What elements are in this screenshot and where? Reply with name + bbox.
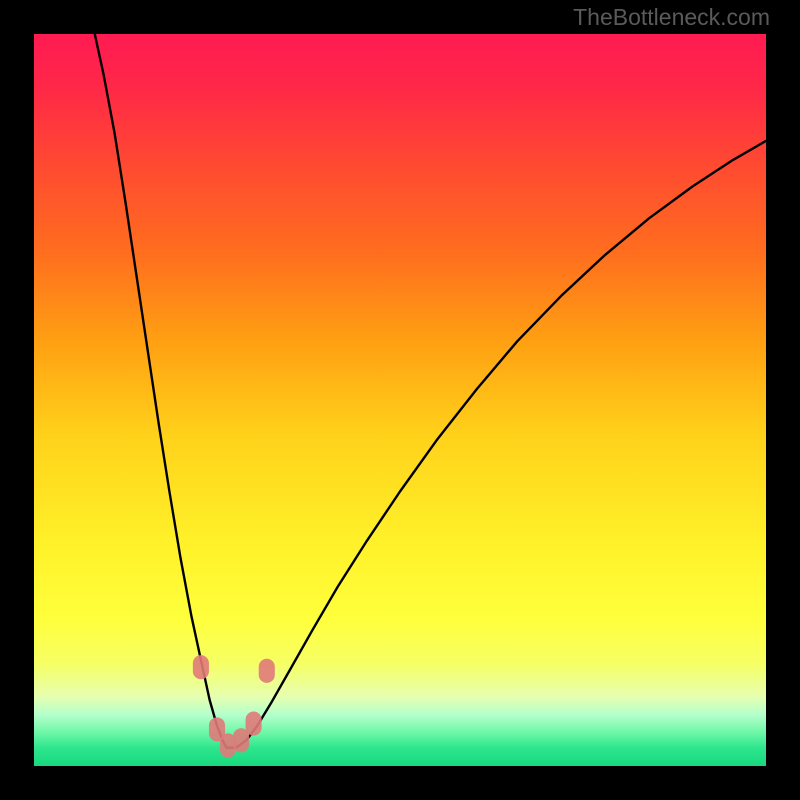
chart-container: TheBottleneck.com xyxy=(0,0,800,800)
curve-marker xyxy=(246,711,262,735)
curve-marker xyxy=(193,655,209,679)
curve-marker xyxy=(259,659,275,683)
gradient-background xyxy=(34,34,766,766)
curve-marker xyxy=(233,728,249,752)
watermark-text: TheBottleneck.com xyxy=(573,4,770,31)
bottleneck-plot xyxy=(34,34,766,766)
